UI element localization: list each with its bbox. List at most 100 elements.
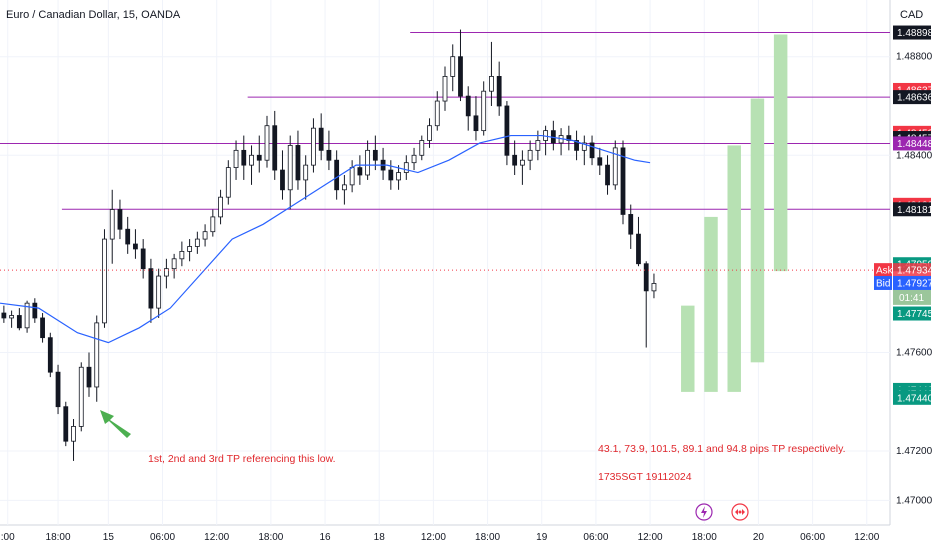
candle-up [187,246,193,252]
candle-up [411,154,417,164]
time-tick-label: 19 [536,532,548,543]
candle-up [218,196,223,218]
candle-down [40,317,45,339]
candle-up [109,209,115,240]
candle-down [148,268,154,309]
time-tick-label: 12:00 [204,532,229,543]
candle-down [465,95,471,117]
candle-down [628,214,634,235]
tp-box[interactable] [750,98,765,363]
tp-box[interactable] [704,216,718,392]
price-tag-label: 1.47440 [897,393,932,404]
candle-down [326,149,332,161]
candle-up [156,275,162,309]
svg-text:Ask: Ask [876,266,894,277]
candle-down [47,337,53,373]
candle-down [620,147,626,215]
price-tick-label: 1.47000 [896,495,932,506]
candle-up [481,90,487,132]
svg-text:1.47927: 1.47927 [897,278,932,289]
price-tag [893,90,931,105]
candle-down [473,115,479,132]
time-note: 1735SGT 19112024 [598,471,692,483]
candle-up [171,258,177,270]
time-tick-label: 12:00 [854,532,879,543]
lightning-event-icon[interactable] [695,503,713,521]
low-arrow-icon [100,410,131,438]
price-tick-label: 1.48800 [896,52,932,63]
price-axis-labels: 1.47000 1.47200 1.47600 1.48400 1.48800 [896,52,932,507]
price-tag-label: 1.48448 [897,139,932,150]
candle-up [581,142,587,151]
tp-box[interactable] [727,145,741,392]
low-note: 1st, 2nd and 3rd TP referencing this low… [148,453,336,465]
candle-up [365,149,371,176]
price-tick-label: 1.48400 [896,150,932,161]
candle-up [210,216,216,233]
candle-up [341,184,347,191]
candle-up [489,76,494,92]
price-tag-label: 1.48636 [897,93,932,104]
candle-up [427,125,432,141]
candle-up [71,426,76,442]
tp-box[interactable] [773,34,788,272]
candle-up [225,167,231,198]
candle-down [280,169,285,191]
price-tag-label: 1.47745 [897,309,932,320]
candle-down [566,135,572,141]
time-tick-label: 20 [753,532,765,543]
time-tick-label: 18 [374,532,386,543]
candle-down [272,125,278,171]
time-tick-label: 18:00 [258,532,283,543]
ema-line [0,134,651,344]
time-tick-label: 18:00 [475,532,500,543]
tp-box[interactable] [681,305,695,392]
candle-up [287,145,293,191]
candle-up [202,231,208,240]
currency-label: CAD [900,9,923,21]
price-tag [893,202,931,217]
candle-down [589,142,595,159]
economic-event-icon[interactable] [731,503,749,521]
candle-down [496,76,502,107]
price-tick-label: 1.47200 [896,446,932,457]
candle-up [450,56,456,77]
candle-down [334,159,340,191]
time-tick-label: 06:00 [800,532,825,543]
time-tick-label: 15 [103,532,115,543]
tp-boxes [681,34,788,392]
time-tick-label: 18:00 [692,532,717,543]
candle-up [349,167,355,186]
candle-up [535,140,541,151]
candle-up [434,100,440,127]
candle-down [574,140,579,151]
time-tick-label: 12:00 [638,532,663,543]
time-tick-label: :00 [1,532,15,543]
candle-down [458,56,463,97]
candle-down [295,145,301,181]
candle-up [78,366,84,427]
price-tag-label: 1.48181 [897,205,932,216]
candle-down [636,233,641,265]
time-axis-labels: :00 18:00 15 06:00 12:00 18:00 16 18 12:00 18:00 1… [1,532,880,543]
candle-up [249,154,254,166]
candle-down [512,154,518,166]
candle-down [117,209,123,230]
candle-up [403,162,409,173]
candle-up [419,140,425,156]
price-tag [893,390,931,405]
candle-down [605,164,610,186]
candle-down [16,315,22,329]
candle-up [519,159,525,166]
candle-up [179,251,185,260]
svg-text:Bid: Bid [876,278,890,289]
candle-down [256,154,262,161]
candle-up [94,322,100,388]
price-tick-label: 1.47600 [896,347,932,358]
price-tag [893,25,931,40]
candles [1,29,657,461]
candle-down [372,149,378,161]
candle-down [32,302,38,319]
ask-tag: Ask 1.47934 [874,263,932,278]
